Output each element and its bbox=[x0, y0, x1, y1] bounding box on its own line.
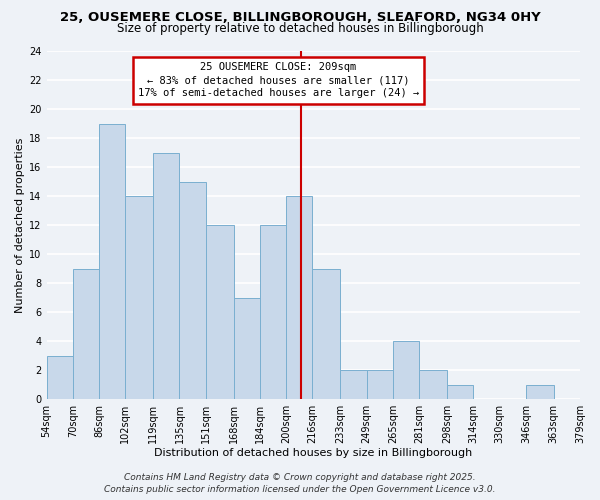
Bar bbox=[233, 298, 260, 399]
Text: Size of property relative to detached houses in Billingborough: Size of property relative to detached ho… bbox=[116, 22, 484, 35]
Bar bbox=[419, 370, 447, 399]
Text: 25 OUSEMERE CLOSE: 209sqm
← 83% of detached houses are smaller (117)
17% of semi: 25 OUSEMERE CLOSE: 209sqm ← 83% of detac… bbox=[138, 62, 419, 98]
Bar bbox=[313, 268, 340, 399]
Bar bbox=[526, 384, 554, 399]
Bar bbox=[393, 341, 419, 399]
Bar bbox=[99, 124, 125, 399]
Text: Contains HM Land Registry data © Crown copyright and database right 2025.
Contai: Contains HM Land Registry data © Crown c… bbox=[104, 472, 496, 494]
Text: 25, OUSEMERE CLOSE, BILLINGBOROUGH, SLEAFORD, NG34 0HY: 25, OUSEMERE CLOSE, BILLINGBOROUGH, SLEA… bbox=[59, 11, 541, 24]
Bar bbox=[47, 356, 73, 399]
Bar bbox=[447, 384, 473, 399]
Bar bbox=[340, 370, 367, 399]
Bar bbox=[73, 268, 99, 399]
Bar bbox=[153, 153, 179, 399]
Bar bbox=[286, 196, 313, 399]
Bar bbox=[367, 370, 393, 399]
Bar bbox=[179, 182, 206, 399]
Bar bbox=[125, 196, 153, 399]
Bar bbox=[260, 226, 286, 399]
Bar bbox=[206, 226, 233, 399]
Y-axis label: Number of detached properties: Number of detached properties bbox=[15, 138, 25, 313]
X-axis label: Distribution of detached houses by size in Billingborough: Distribution of detached houses by size … bbox=[154, 448, 472, 458]
